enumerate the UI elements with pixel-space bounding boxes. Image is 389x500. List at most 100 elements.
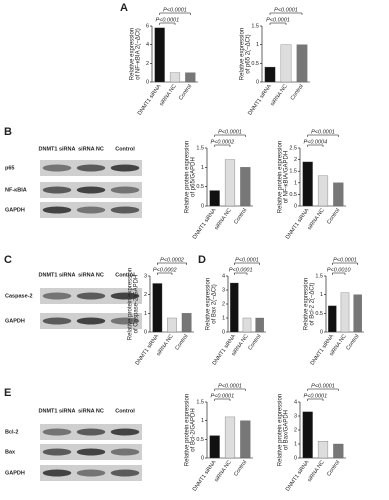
y-tick-label: 2 — [144, 292, 147, 298]
y-axis-label: Relative protein expression — [185, 394, 191, 466]
y-axis-label: of Bax 2(−ΔCt) — [212, 284, 218, 324]
x-tick-label: DNMT1 siRNA — [285, 207, 311, 240]
y-tick-label: 2 — [222, 301, 225, 307]
significance-bracket — [234, 272, 248, 275]
blot-band — [110, 469, 140, 477]
bar — [328, 305, 337, 333]
x-tick-label: DNMT1 siRNA — [192, 207, 218, 240]
y-tick-label: 3 — [144, 273, 147, 279]
y-axis-label: of p65 2(−ΔCt) — [246, 34, 252, 73]
row-label: Bax — [5, 449, 16, 455]
x-tick-label: DNMT1 siRNA — [135, 333, 161, 366]
bar — [333, 443, 344, 459]
y-tick-label: 3 — [294, 413, 297, 419]
bar — [333, 182, 344, 207]
bar — [230, 282, 239, 333]
y-axis-label: of NF-κBIA/GAPDH — [284, 151, 290, 203]
y-tick-label: 0.5 — [196, 437, 204, 443]
p-value: P<0.0001 — [274, 7, 298, 13]
row-label: GAPDH — [5, 318, 25, 324]
y-tick-label: 0 — [146, 79, 149, 85]
panel-label: E — [4, 387, 11, 399]
blot-band — [110, 448, 140, 456]
y-axis-label: Relative protein expression — [128, 268, 134, 340]
bar — [280, 44, 292, 83]
y-tick-label: 1.5 — [315, 273, 323, 279]
bar — [340, 292, 350, 333]
y-tick-label: 1.5 — [251, 23, 259, 29]
y-tick-label: 1 — [222, 315, 225, 321]
blot-band — [110, 206, 140, 214]
bar — [240, 167, 251, 207]
significance-bracket — [307, 134, 339, 137]
lane-label: siRNA NC — [78, 408, 104, 414]
y-axis-label: of Caspase-2/GAPDH — [134, 275, 140, 334]
y-tick-label: 1 — [320, 292, 323, 298]
bar — [264, 66, 276, 83]
row-label: p65 — [5, 165, 14, 171]
lane-label: Control — [115, 408, 135, 414]
bar — [209, 190, 220, 207]
p-value: P<0.0002 — [160, 257, 184, 263]
p-value: P<0.0001 — [229, 267, 253, 273]
row-label: Bcl-2 — [5, 429, 18, 435]
bar — [224, 416, 236, 459]
bar — [169, 72, 181, 83]
bar — [317, 441, 329, 459]
blot-band — [76, 164, 106, 172]
x-tick-label: Control — [233, 208, 248, 226]
blot-band — [76, 292, 106, 300]
x-tick-label: Control — [233, 460, 248, 478]
p-value: P<0.0001 — [311, 383, 335, 389]
y-tick-label: 1 — [294, 180, 297, 186]
y-tick-label: 0 — [201, 203, 204, 209]
y-tick-label: 0.5 — [315, 311, 323, 317]
p-value: P<0.0004 — [303, 139, 327, 145]
y-axis-label: Relative expression — [304, 278, 310, 330]
bar — [240, 420, 251, 459]
y-tick-label: 2 — [294, 427, 297, 433]
significance-bracket — [214, 398, 231, 401]
y-axis-label: of p65/GAPDH — [191, 157, 197, 197]
y-tick-label: 1 — [201, 418, 204, 424]
y-tick-label: 1 — [201, 165, 204, 171]
bar — [302, 161, 313, 207]
y-tick-label: 4 — [146, 42, 149, 48]
lane-label: DNMT1 siRNA — [39, 146, 76, 152]
blot-band — [42, 164, 72, 172]
lane-label: Control — [115, 146, 135, 152]
y-axis-label: of Bcl-2/GAPDH — [191, 408, 197, 451]
blot-band — [76, 206, 106, 214]
blot-band — [42, 428, 72, 436]
y-axis-label: Relative expression — [206, 278, 212, 330]
y-tick-label: 0 — [201, 455, 204, 461]
bar — [224, 159, 236, 207]
p-value: P<0.0001 — [155, 17, 179, 23]
y-tick-label: 0.5 — [196, 184, 204, 190]
x-tick-label: Control — [174, 334, 189, 352]
panel-label: A — [120, 2, 128, 14]
bar — [152, 283, 163, 333]
significance-bracket — [269, 12, 303, 15]
panel-label: C — [4, 254, 12, 266]
y-tick-label: 0 — [222, 329, 225, 335]
blot-band — [42, 469, 72, 477]
y-axis-label: of Bax/GAPDH — [284, 410, 290, 450]
blot-band — [42, 448, 72, 456]
blot-band — [110, 164, 140, 172]
x-tick-label: DNMT1 siRNA — [137, 83, 163, 116]
p-value: P<0.0001 — [303, 393, 327, 399]
bar — [167, 317, 177, 333]
row-label: Caspase-2 — [5, 293, 33, 299]
bar — [154, 27, 165, 83]
y-tick-label: 0 — [294, 455, 297, 461]
p-value: P<0.0001 — [311, 129, 335, 135]
row-label: GAPDH — [5, 470, 25, 476]
y-tick-label: 4 — [294, 399, 297, 405]
significance-bracket — [214, 144, 231, 147]
y-tick-label: 2 — [146, 61, 149, 67]
y-tick-label: 1.5 — [289, 169, 297, 175]
p-value: P<0.0001 — [266, 17, 290, 23]
x-tick-label: Control — [345, 334, 360, 352]
y-axis-label: of Bcl-2 2(−ΔCt) — [310, 283, 316, 326]
